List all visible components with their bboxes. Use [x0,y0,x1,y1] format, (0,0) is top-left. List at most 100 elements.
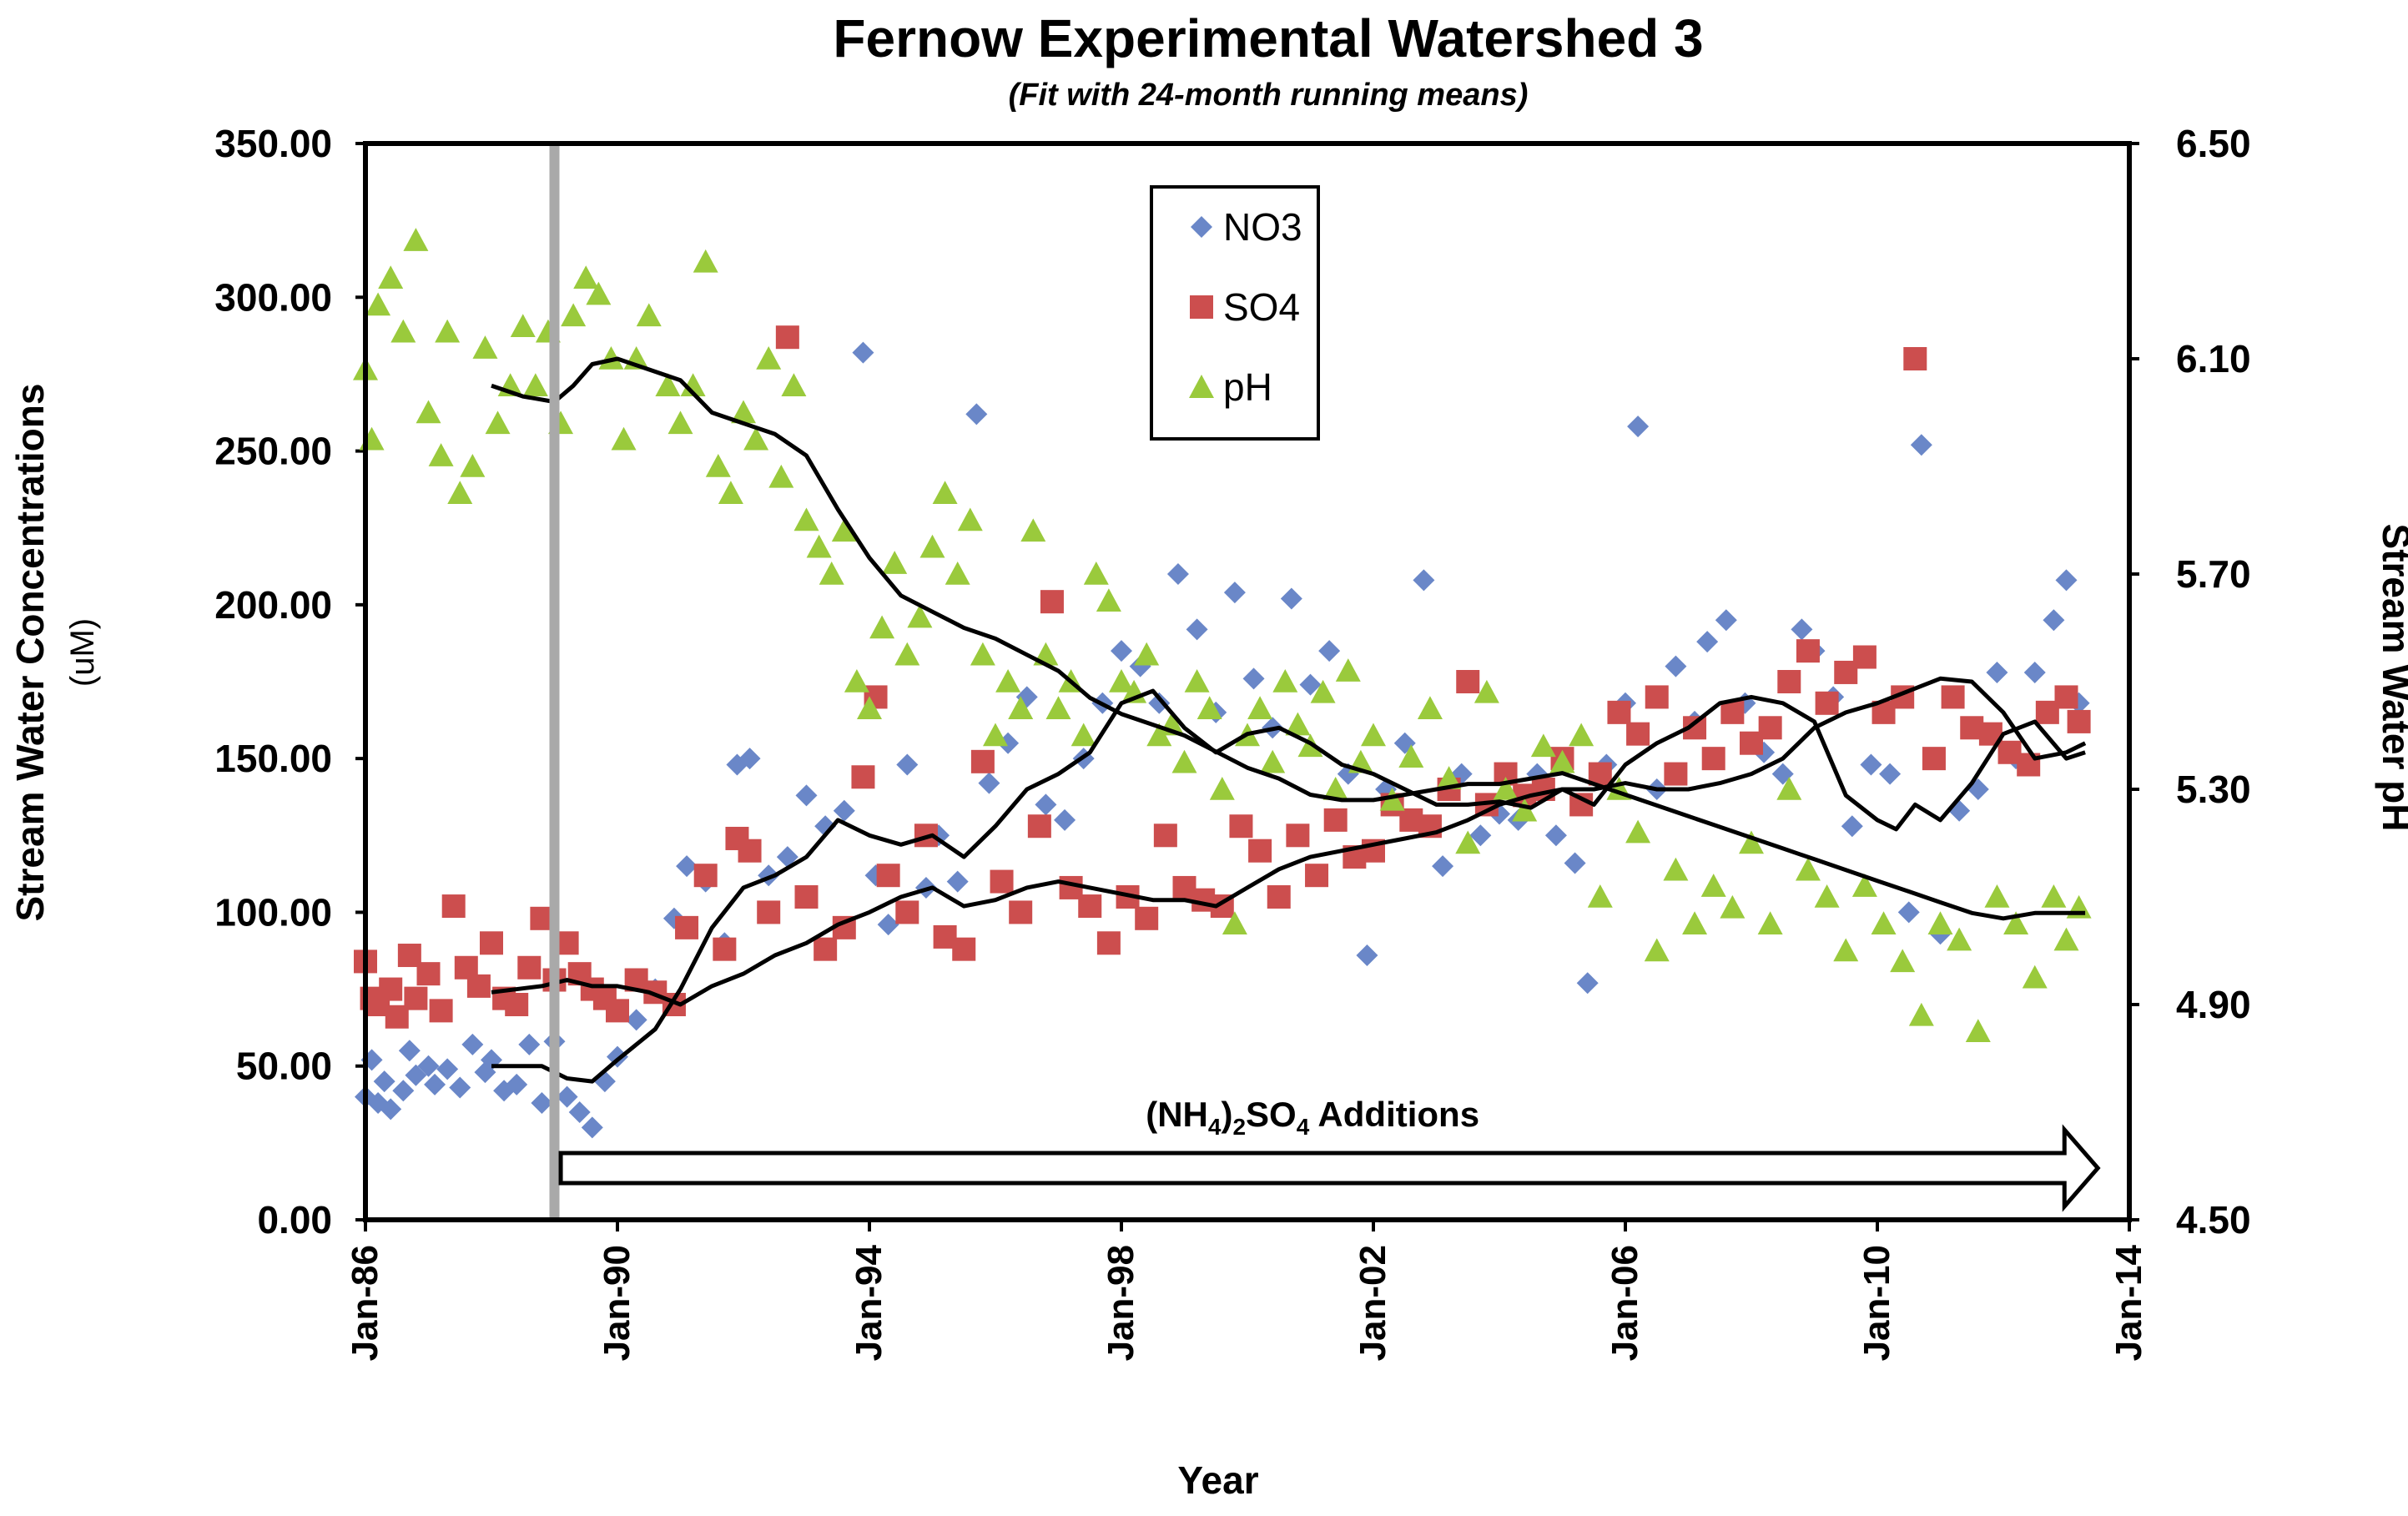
point-ph [1096,588,1121,612]
point-ph [636,303,662,327]
point-so4 [404,986,428,1010]
point-ph [983,723,1008,747]
point-no3 [1054,808,1076,831]
y-tick-label: 300.00 [214,275,332,319]
point-so4 [466,974,491,998]
point-ph [598,346,624,370]
point-so4 [1153,823,1177,848]
point-ph [365,292,391,316]
point-ph [945,562,970,585]
point-ph [1474,679,1499,703]
point-ph [1720,894,1746,919]
point-so4 [693,864,718,888]
y2-axis-label: Stream Water pH [2375,524,2408,832]
point-ph [2003,911,2029,934]
point-so4 [794,885,819,909]
x-tick-label: Jan-06 [1604,1245,1645,1361]
point-no3 [1469,824,1492,847]
point-ph [718,481,743,504]
point-so4 [1135,906,1159,930]
x-tick-label: Jan-90 [597,1245,637,1361]
point-ph [2041,884,2067,908]
point-no3 [738,748,761,770]
point-so4 [1664,762,1688,786]
point-ph [819,562,844,585]
point-no3 [1665,655,1687,677]
point-ph [428,443,454,466]
point-ph [995,669,1021,693]
point-ph [561,303,587,327]
point-no3 [1564,852,1586,874]
point-ph [1757,911,1783,934]
point-so4 [1852,645,1877,669]
point-ph [1625,819,1651,844]
point-ph [756,346,782,370]
point-so4 [1040,590,1064,614]
y-tick-label: 250.00 [214,430,332,473]
point-so4 [1229,814,1253,839]
point-no3 [461,1033,484,1055]
y2-tick-label: 4.90 [2176,983,2251,1026]
point-ph [1663,857,1689,881]
point-ph [1310,679,1336,703]
point-ph [1436,766,1462,789]
point-no3 [449,1076,471,1099]
point-ph [522,373,548,396]
point-ph [1455,830,1481,854]
y-tick-label: 0.00 [257,1198,332,1242]
point-no3 [1576,972,1599,995]
point-ph [1947,927,1972,951]
point-no3 [1791,618,1813,641]
point-ph [731,400,756,424]
point-ph [919,534,945,558]
point-ph [844,669,869,693]
point-so4 [713,937,737,961]
point-ph [1814,884,1840,908]
point-no3 [1432,855,1454,878]
point-ph [1700,874,1726,897]
point-so4 [1607,700,1631,724]
point-ph [1927,911,1953,934]
y2-tick-label: 6.10 [2176,337,2251,380]
point-ph [1196,696,1222,719]
point-no3 [1223,582,1246,604]
point-ph [378,265,404,289]
point-so4 [1903,347,1927,370]
point-ph [1512,798,1538,822]
point-ph [1171,749,1197,773]
point-ph [693,249,718,273]
point-so4 [1305,864,1329,888]
point-so4 [379,977,403,1001]
point-ph [1833,938,1859,962]
point-ph [390,319,416,343]
y2-tick-label: 5.30 [2176,768,2251,811]
point-no3 [1879,763,1902,785]
point-ph [2022,964,2048,989]
point-no3 [1242,667,1265,690]
point-ph [705,454,731,477]
point-no3 [1696,631,1719,653]
point-no3 [398,1040,421,1062]
additions-label: (NH4)2SO4 Additions [1146,1095,1479,1140]
axes: 0.00 50.00 100.00 150.00 200.00 250.00 300.00 3… [214,122,2250,1361]
legend-marker-so4 [1190,295,1213,319]
point-so4 [1796,639,1820,663]
point-so4 [505,993,529,1016]
point-no3 [1841,815,1863,838]
point-ph [435,319,461,343]
point-no3 [1986,661,2008,683]
point-no3 [373,1070,395,1093]
legend-marker-ph [1189,375,1214,398]
y-axis-label: Stream Water Concentrations [8,384,52,922]
point-ph [743,426,769,451]
point-no3 [1715,609,1737,632]
y-tick-label: 200.00 [214,583,332,627]
point-ph [882,551,908,574]
point-ph [1644,938,1670,962]
point-no3 [1860,753,1882,776]
point-ph [1398,744,1424,768]
point-ph [907,604,933,628]
x-tick-label: Jan-10 [1856,1245,1897,1361]
point-so4 [775,325,799,350]
point-so4 [851,765,875,789]
